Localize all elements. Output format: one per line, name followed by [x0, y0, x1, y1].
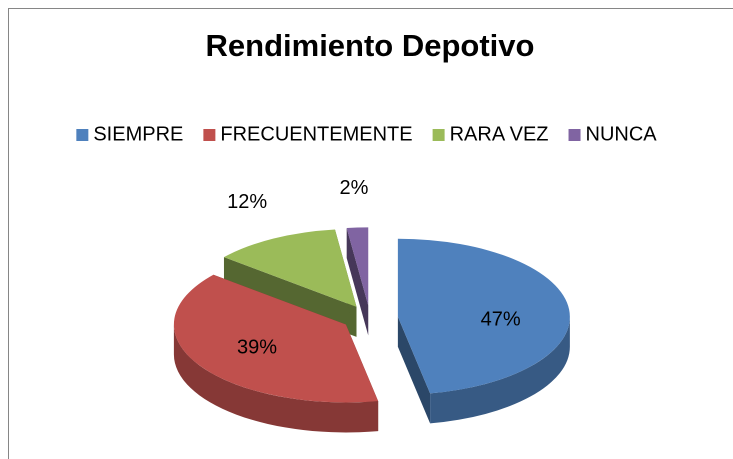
slice-wall [346, 227, 369, 336]
legend-label: NUNCA [586, 123, 658, 145]
pie-slice [397, 238, 570, 424]
legend-label: SIEMPRE [93, 123, 183, 145]
legend-swatch [568, 129, 581, 141]
legend-label: FRECUENTEMENTE [220, 123, 412, 145]
slice-top [346, 227, 369, 306]
slice-side [173, 324, 379, 433]
pie-slice [173, 274, 379, 433]
slice-side [430, 316, 570, 424]
chart-title: Rendimiento Depotivo [206, 28, 535, 63]
pie-slice [346, 227, 369, 336]
legend-swatch [76, 129, 89, 141]
legend-swatch [203, 129, 216, 141]
slice-wall [397, 316, 431, 424]
data-label: 2% [340, 177, 369, 199]
data-label: 12% [227, 191, 267, 213]
data-label: 39% [237, 337, 277, 359]
data-label: 47% [481, 309, 521, 331]
slice-top [223, 229, 357, 307]
legend-label: RARA VEZ [450, 123, 549, 145]
slice-top [397, 238, 570, 394]
legend: SIEMPRE FRECUENTEMENTE RARA VEZ NUNCA [76, 123, 657, 145]
slice-top [173, 274, 379, 403]
legend-swatch [432, 129, 445, 141]
